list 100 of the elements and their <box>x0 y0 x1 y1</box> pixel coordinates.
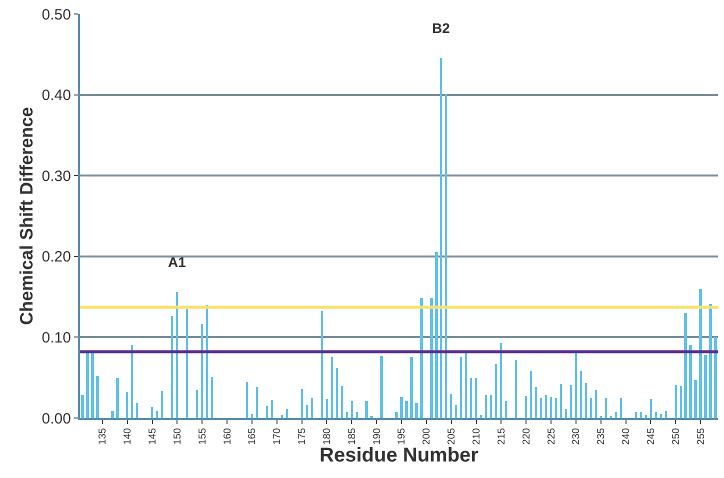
bar <box>490 395 492 418</box>
bar <box>635 412 637 418</box>
bar <box>91 353 94 418</box>
bar <box>699 289 702 418</box>
bar <box>680 386 682 418</box>
bar <box>455 405 457 418</box>
x-tick-label: 145 <box>148 428 159 445</box>
bar <box>580 371 582 418</box>
bar <box>555 398 557 418</box>
x-tick-label: 150 <box>172 428 184 445</box>
x-tick-label: 250 <box>670 428 682 445</box>
bar <box>540 398 542 418</box>
y-tick-label: 0.10 <box>42 329 71 346</box>
bar <box>281 415 283 418</box>
x-tick-label: 210 <box>472 428 483 445</box>
x-tick-label: 255 <box>696 428 707 445</box>
bar <box>709 304 712 418</box>
x-tick-label: 160 <box>222 428 234 445</box>
x-tick-label: 200 <box>422 428 433 445</box>
bar <box>161 391 163 418</box>
bar <box>714 337 717 418</box>
bar <box>171 316 173 418</box>
bar <box>470 378 472 418</box>
x-tick-label: 205 <box>446 428 458 445</box>
bar <box>331 357 333 418</box>
bar <box>525 396 527 418</box>
annotation: A1 <box>168 254 186 270</box>
y-axis-title: Chemical Shift Difference <box>16 106 36 326</box>
bar <box>415 403 418 418</box>
bar <box>460 357 462 418</box>
bar <box>595 390 597 418</box>
bar <box>495 364 497 418</box>
bar <box>450 394 452 418</box>
x-axis-title: Residue Number <box>320 444 479 467</box>
bar <box>311 398 313 418</box>
bar <box>585 383 587 418</box>
x-tick-label: 230 <box>571 428 582 445</box>
bar <box>326 399 328 418</box>
bar <box>380 356 383 418</box>
y-tick-label: 0.00 <box>42 410 71 428</box>
bar <box>445 94 447 418</box>
y-tick-label: 0.20 <box>42 248 71 266</box>
x-tick-label: 185 <box>346 428 358 445</box>
bar <box>675 385 677 418</box>
x-tick-label: 240 <box>621 428 632 445</box>
x-tick-label: 235 <box>596 428 608 445</box>
bar <box>565 409 567 418</box>
bar <box>620 398 622 418</box>
bar <box>365 401 368 418</box>
bar <box>550 397 552 418</box>
bar <box>465 353 467 418</box>
bar <box>660 414 662 418</box>
bar <box>645 415 647 418</box>
bar <box>136 403 138 418</box>
bar <box>515 360 517 418</box>
bar <box>395 412 398 418</box>
bar <box>86 353 89 418</box>
bar <box>440 58 442 418</box>
bar <box>156 411 158 418</box>
bar <box>306 405 308 418</box>
x-tick-label: 180 <box>322 428 333 445</box>
bar <box>575 353 577 418</box>
bar <box>111 411 114 418</box>
bar <box>560 384 562 418</box>
bar <box>684 313 687 418</box>
bar <box>96 376 99 418</box>
bar <box>196 390 198 418</box>
x-tick-label: 245 <box>646 428 657 445</box>
bar <box>535 387 537 418</box>
bar <box>341 386 343 418</box>
bar <box>351 401 353 418</box>
x-tick-label: 165 <box>247 428 258 445</box>
bar <box>615 412 617 418</box>
x-tick-label: 135 <box>98 428 109 445</box>
bar <box>81 395 84 418</box>
bar <box>131 345 133 418</box>
bar <box>126 392 128 418</box>
bar <box>704 355 707 418</box>
bar <box>530 371 532 418</box>
bar <box>116 378 119 418</box>
bar <box>286 409 288 418</box>
bar <box>500 343 502 418</box>
x-tick-label: 225 <box>546 428 558 445</box>
bar <box>405 401 408 418</box>
bar <box>665 411 667 418</box>
bar <box>689 345 692 418</box>
bar <box>176 292 178 418</box>
y-tick-label: 0.30 <box>42 168 71 185</box>
bar <box>251 414 253 418</box>
bar <box>590 398 592 418</box>
bar <box>256 387 258 418</box>
x-tick-label: 220 <box>521 428 532 445</box>
x-tick-label: 170 <box>272 428 284 445</box>
x-tick-label: 140 <box>122 428 134 445</box>
bar <box>301 389 303 418</box>
y-tick-label: 0.50 <box>42 6 71 24</box>
bar <box>246 382 248 418</box>
bar <box>151 407 153 418</box>
annotation: B2 <box>432 20 450 36</box>
bar <box>201 324 203 418</box>
